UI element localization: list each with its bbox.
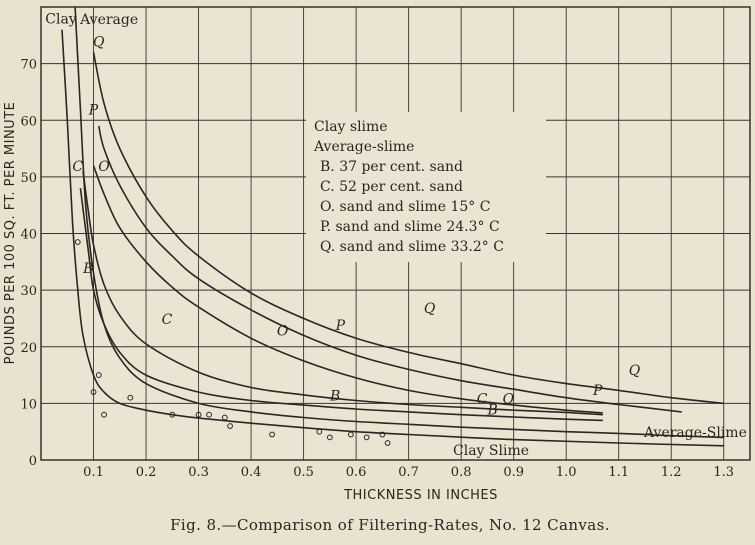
curve-p xyxy=(98,125,682,413)
x-tick-label: 0.2 xyxy=(136,465,157,480)
data-point xyxy=(206,411,212,418)
x-axis-title: THICKNESS IN INCHES xyxy=(343,488,498,503)
y-tick-label: 40 xyxy=(20,228,37,243)
x-tick-labels: 0.1 0.2 0.3 0.4 0.5 0.6 0.7 0.8 0.9 1.0 1.1 1.2 1.3 xyxy=(83,465,734,480)
legend-entry: Q. sand and slime 33.2° C xyxy=(320,239,504,255)
data-points xyxy=(74,239,391,446)
data-point xyxy=(169,411,176,418)
y-tick-label: 70 xyxy=(20,58,37,73)
y-tick-label: 20 xyxy=(20,341,37,356)
x-tick-label: 1.2 xyxy=(661,465,682,480)
curve-label-o: O xyxy=(503,391,515,407)
legend: Clay slime Average-slime B. 37 per cent. s… xyxy=(313,119,504,255)
data-point xyxy=(90,389,97,395)
data-point xyxy=(127,394,134,401)
legend-entry: P. sand and slime 24.3° C xyxy=(320,219,500,235)
legend-box xyxy=(306,112,546,262)
data-point xyxy=(316,428,323,435)
curve-c xyxy=(82,171,603,416)
data-point xyxy=(95,372,102,378)
curve-b xyxy=(79,188,603,422)
curve-clay xyxy=(61,29,724,447)
curve-label-b: B xyxy=(487,403,498,419)
x-tick-label: 0.3 xyxy=(188,465,209,480)
data-point xyxy=(74,239,81,245)
y-tick-label: 60 xyxy=(20,114,37,129)
curve-label-p: P xyxy=(88,103,99,119)
y-tick-label: 50 xyxy=(20,171,37,186)
data-point xyxy=(101,411,107,418)
curve-label-c: C xyxy=(477,391,488,407)
data-point xyxy=(227,423,233,429)
x-tick-label: 0.5 xyxy=(293,465,314,480)
curve-label-average: Average xyxy=(79,12,138,28)
curve-label-q: Q xyxy=(93,35,105,51)
curve-label-p: P xyxy=(592,383,603,399)
curve-o xyxy=(92,165,603,414)
legend-entry: Clay slime xyxy=(314,119,388,135)
legend-entry: B. 37 per cent. sand xyxy=(320,159,463,175)
data-point xyxy=(269,431,275,438)
curve-end-label-average-slime: Average-Slime xyxy=(643,425,747,441)
x-tick-label: 1.1 xyxy=(608,465,629,480)
figure-caption: Fig. 8.—Comparison of Filtering-Rates, N… xyxy=(170,516,610,534)
data-point xyxy=(363,434,370,441)
legend-entry: O. sand and slime 15° C xyxy=(320,199,490,215)
data-point xyxy=(326,434,333,441)
curve-end-label-clay-slime: Clay Slime xyxy=(453,443,529,459)
data-point xyxy=(221,414,228,421)
curve-average xyxy=(74,6,724,439)
legend-entry: Average-slime xyxy=(313,139,414,155)
data-point xyxy=(195,411,202,418)
curve-label-q: Q xyxy=(424,301,436,317)
curve-label-c: C xyxy=(72,159,83,175)
data-point xyxy=(384,440,391,446)
x-tick-label: 0.8 xyxy=(451,465,472,480)
y-tick-label: 10 xyxy=(20,397,37,412)
y-tick-labels: 0 10 20 30 40 50 60 70 xyxy=(20,58,37,469)
curve-label-clay: Clay xyxy=(45,12,77,28)
y-axis-title: POUNDS PER 100 SQ. FT. PER MINUTE xyxy=(3,102,18,365)
x-tick-label: 0.7 xyxy=(398,465,419,480)
curve-label-c: C xyxy=(162,312,173,328)
curve-label-q: Q xyxy=(629,363,641,379)
x-tick-label: 0.9 xyxy=(503,465,524,480)
curve-label-o: O xyxy=(98,159,110,175)
data-point xyxy=(347,431,354,438)
legend-entry: C. 52 per cent. sand xyxy=(320,179,463,195)
curve-label-p: P xyxy=(335,318,346,334)
curves xyxy=(61,6,724,447)
x-tick-label: 1.0 xyxy=(556,465,577,480)
y-tick-label: 30 xyxy=(20,284,37,299)
curve-q xyxy=(92,52,724,405)
curve-label-b: B xyxy=(329,389,340,405)
data-point xyxy=(379,431,386,438)
curve-label-b: B xyxy=(82,261,93,277)
x-tick-label: 0.1 xyxy=(83,465,104,480)
x-tick-label: 0.6 xyxy=(346,465,367,480)
curve-label-o: O xyxy=(277,323,289,339)
x-tick-label: 1.3 xyxy=(713,465,734,480)
y-tick-label: 0 xyxy=(29,454,37,469)
x-tick-label: 0.4 xyxy=(241,465,262,480)
